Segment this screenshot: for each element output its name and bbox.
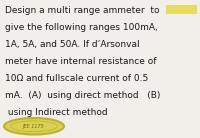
Text: 1A, 5A, and 50A. If d’Arsonval: 1A, 5A, and 50A. If d’Arsonval [5,40,140,49]
Text: mA.  (A)  using direct method   (B): mA. (A) using direct method (B) [5,91,160,100]
Text: JEE 1175: JEE 1175 [23,124,45,129]
Text: 10Ω and fullscale current of 0.5: 10Ω and fullscale current of 0.5 [5,74,148,83]
Text: meter have internal resistance of: meter have internal resistance of [5,57,156,66]
Ellipse shape [4,118,64,135]
Text: Design a multi range ammeter  to: Design a multi range ammeter to [5,6,160,15]
Text: give the following ranges 100mA,: give the following ranges 100mA, [5,23,158,32]
Text: using Indirect method: using Indirect method [5,108,108,117]
FancyBboxPatch shape [166,5,197,14]
